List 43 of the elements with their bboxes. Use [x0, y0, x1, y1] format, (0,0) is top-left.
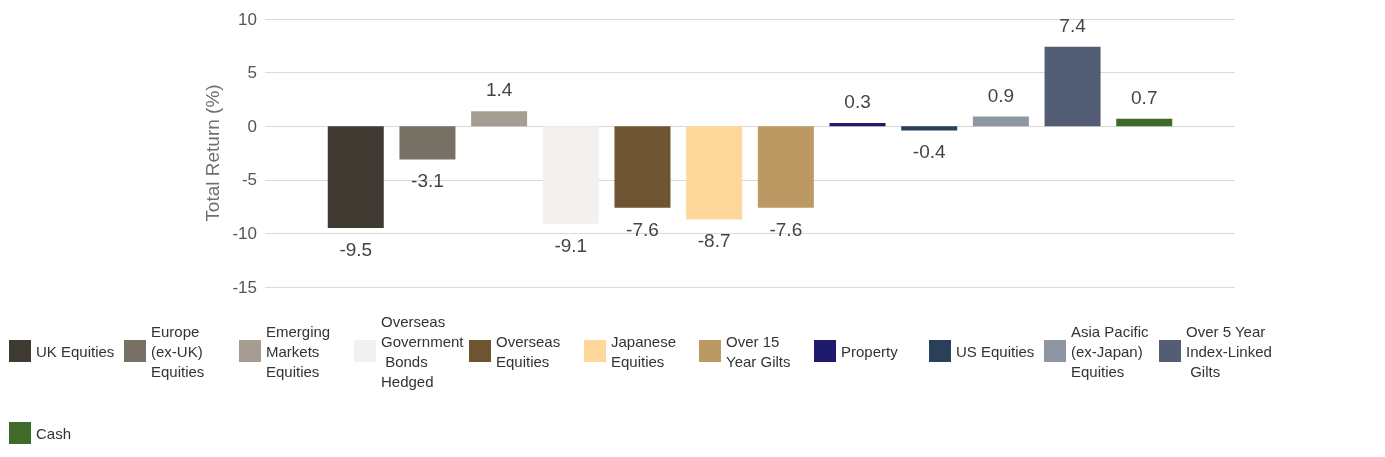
bar	[542, 126, 599, 224]
y-axis-title: Total Return (%)	[201, 84, 223, 222]
bar	[686, 126, 743, 220]
bar	[614, 126, 671, 208]
data-label: -8.7	[697, 230, 731, 252]
data-label: -9.5	[339, 239, 373, 261]
legend-label: Japanese Equities	[611, 332, 681, 370]
bar	[901, 126, 958, 131]
legend-label: Overseas Government Bonds Hedged	[381, 312, 465, 390]
bar	[829, 122, 886, 127]
data-label: 0.7	[1131, 86, 1158, 108]
bar	[327, 126, 384, 229]
data-label: -9.1	[554, 234, 588, 256]
legend-label: Property	[841, 342, 899, 360]
legend-label: Overseas Equities	[496, 332, 565, 370]
data-label: -7.6	[626, 218, 659, 240]
data-label: 0.3	[844, 90, 871, 112]
legend-label: UK Equities	[36, 342, 115, 360]
bar	[757, 126, 814, 208]
y-tick-label: -15	[232, 277, 257, 297]
legend-label: Europe (ex-UK) Equities	[151, 322, 207, 380]
legend-label: US Equities	[956, 342, 1035, 360]
bar	[1116, 118, 1173, 127]
bar	[972, 116, 1029, 127]
y-tick-label: 5	[247, 63, 257, 83]
legend-label: Emerging Markets Equities	[266, 322, 335, 380]
data-label: -0.4	[912, 141, 946, 163]
data-label: -3.1	[411, 170, 444, 192]
y-tick-label: -10	[232, 223, 257, 243]
y-tick-label: -5	[241, 170, 257, 190]
bar	[399, 126, 456, 160]
legend-label: Cash	[36, 424, 72, 442]
data-label: 1.4	[485, 79, 513, 101]
data-label: 7.4	[1059, 14, 1087, 36]
y-tick-label: 0	[247, 116, 257, 136]
legend-label: Over 15 Year Gilts	[726, 332, 791, 370]
bar	[471, 111, 528, 127]
data-label: 0.9	[987, 84, 1015, 106]
bar	[1044, 46, 1101, 127]
y-tick-label: 10	[238, 9, 257, 29]
legend-label: Over 5 Year Index-Linked Gilts	[1186, 322, 1272, 380]
legend-label: Asia Pacific (ex-Japan) Equities	[1071, 322, 1153, 380]
data-label: -7.6	[769, 218, 803, 240]
